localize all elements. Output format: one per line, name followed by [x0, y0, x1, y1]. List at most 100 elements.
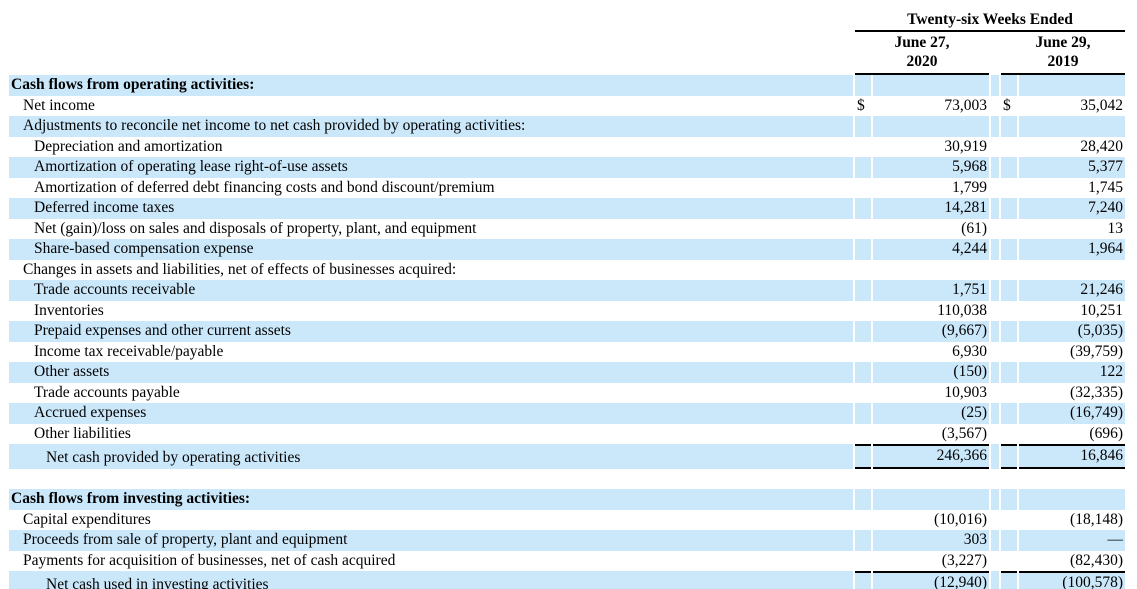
- currency-symbol-2019-cell: [1001, 219, 1017, 240]
- currency-symbol-2019-cell: [1001, 551, 1017, 572]
- value-2019-cell: (32,335): [1070, 383, 1123, 401]
- row-label: Net (gain)/loss on sales and disposals o…: [34, 219, 477, 237]
- currency-symbol-2020-cell: [855, 489, 871, 510]
- column-gap: [991, 469, 999, 490]
- table-row: Prepaid expenses and other current asset…: [9, 321, 1125, 342]
- row-label: Adjustments to reconcile net income to n…: [9, 116, 853, 137]
- table-row: Cash flows from operating activities:: [9, 75, 1125, 96]
- column-gap: [991, 301, 999, 322]
- currency-symbol-2020-cell: [855, 424, 871, 445]
- value-2020-cell: 1,751: [873, 280, 989, 301]
- table-row: Deferred income taxes 14,281 7,240: [9, 198, 1125, 219]
- column-gap: [991, 342, 999, 363]
- row-label: Income tax receivable/payable: [34, 342, 224, 360]
- table-row: Changes in assets and liabilities, net o…: [9, 260, 1125, 281]
- currency-symbol-2020-cell: [855, 571, 871, 589]
- currency-symbol-2019-cell: [1001, 116, 1017, 137]
- value-2019-cell: (18,148): [1070, 510, 1123, 528]
- currency-symbol-2020-cell: [855, 530, 871, 551]
- value-2020-cell: 5,968: [873, 157, 989, 178]
- currency-symbol-2019-cell: [1001, 198, 1017, 219]
- currency-symbol-2019-cell: [1001, 260, 1017, 281]
- value-2019-cell: 7,240: [1019, 198, 1125, 219]
- row-label: Net income: [23, 96, 95, 114]
- value-2020-cell: (3,567): [941, 424, 987, 442]
- table-row: Other liabilities (3,567) (696): [9, 424, 1125, 445]
- value-2020-cell: (12,940): [873, 571, 989, 589]
- currency-symbol-2019-cell: [1001, 510, 1017, 531]
- currency-symbol-2020-cell: [855, 444, 871, 469]
- value-2020-cell: 6,930: [952, 342, 987, 360]
- header-spacer: [9, 32, 853, 75]
- row-label: Payments for acquisition of businesses, …: [23, 551, 396, 569]
- value-2020-cell: 73,003: [944, 96, 987, 114]
- value-2019-cell: 10,251: [1080, 301, 1123, 319]
- table-row: Trade accounts receivable 1,751 21,246: [9, 280, 1125, 301]
- currency-symbol-2019-cell: [1001, 469, 1017, 490]
- column-gap: [991, 280, 999, 301]
- currency-symbol-2019-cell: [1001, 75, 1017, 96]
- currency-symbol-2019-cell: [1001, 301, 1017, 322]
- column-gap: [991, 489, 999, 510]
- currency-symbol-2020-cell: [855, 137, 871, 158]
- currency-symbol-2019-cell: [1001, 444, 1017, 469]
- currency-symbol-2019-cell: [1001, 489, 1017, 510]
- value-2020-cell: (9,667): [873, 321, 989, 342]
- column-gap: [991, 530, 999, 551]
- currency-symbol-2020-cell: [855, 219, 871, 240]
- table-row: Payments for acquisition of businesses, …: [9, 551, 1125, 572]
- column-header-row: June 27, 2020 June 29, 2019: [9, 32, 1125, 75]
- currency-symbol-2020-cell: [855, 178, 871, 199]
- row-label: Share-based compensation expense: [9, 239, 853, 260]
- currency-symbol-2020-cell: [855, 362, 871, 383]
- value-2020-cell: (10,016): [934, 510, 987, 528]
- value-2020-cell: [873, 75, 989, 96]
- currency-symbol-2020-cell: [855, 321, 871, 342]
- currency-symbol-2019-cell: $: [1003, 96, 1011, 114]
- currency-symbol-2019-cell: [1001, 424, 1017, 445]
- table-row: Adjustments to reconcile net income to n…: [9, 116, 1125, 137]
- currency-symbol-2019-cell: [1001, 403, 1017, 424]
- column-gap: [991, 157, 999, 178]
- value-2019-cell: [1019, 469, 1125, 490]
- table-row: Net (gain)/loss on sales and disposals o…: [9, 219, 1125, 240]
- value-2019-cell: (696): [1089, 424, 1123, 442]
- row-label: Trade accounts payable: [34, 383, 180, 401]
- column-gap: [991, 198, 999, 219]
- currency-symbol-2019-cell: [1001, 362, 1017, 383]
- table-row: [9, 469, 1125, 490]
- currency-symbol-2019-cell: [1001, 321, 1017, 342]
- column-gap: [991, 444, 999, 469]
- value-2020-cell: [873, 469, 989, 490]
- currency-symbol-2019-cell: [1001, 571, 1017, 589]
- value-2019-cell: (39,759): [1070, 342, 1123, 360]
- table-row: Inventories 110,038 10,251: [9, 301, 1125, 322]
- column-header-2020: June 27, 2020: [855, 32, 989, 75]
- row-label: Amortization of operating lease right-of…: [9, 157, 853, 178]
- currency-symbol-2020-cell: [855, 116, 871, 137]
- row-label: Trade accounts receivable: [9, 280, 853, 301]
- column-gap: [991, 178, 999, 199]
- currency-symbol-2020-cell: [855, 239, 871, 260]
- value-2020-cell: [873, 489, 989, 510]
- value-2020-cell: 303: [873, 530, 989, 551]
- currency-symbol-2020-cell: [855, 342, 871, 363]
- row-label: Capital expenditures: [23, 510, 151, 528]
- column-gap: [991, 32, 999, 75]
- table-row: Amortization of operating lease right-of…: [9, 157, 1125, 178]
- value-2019-cell: 21,246: [1019, 280, 1125, 301]
- value-2019-cell: 13: [1107, 219, 1124, 237]
- column-gap: [991, 403, 999, 424]
- row-label: Accrued expenses: [9, 403, 853, 424]
- currency-symbol-2020-cell: [855, 260, 871, 281]
- table-row: Cash flows from investing activities:: [9, 489, 1125, 510]
- table-row: Capital expenditures (10,016) (18,148): [9, 510, 1125, 531]
- table-row: Amortization of deferred debt financing …: [9, 178, 1125, 199]
- row-label: Cash flows from operating activities:: [9, 75, 853, 96]
- currency-symbol-2020-cell: $: [857, 96, 865, 114]
- value-2019-cell: [1019, 489, 1125, 510]
- row-label: Other assets: [9, 362, 853, 383]
- row-label: Net cash provided by operating activitie…: [9, 444, 853, 469]
- value-2019-cell: (5,035): [1019, 321, 1125, 342]
- table-row: Depreciation and amortization 30,919 28,…: [9, 137, 1125, 158]
